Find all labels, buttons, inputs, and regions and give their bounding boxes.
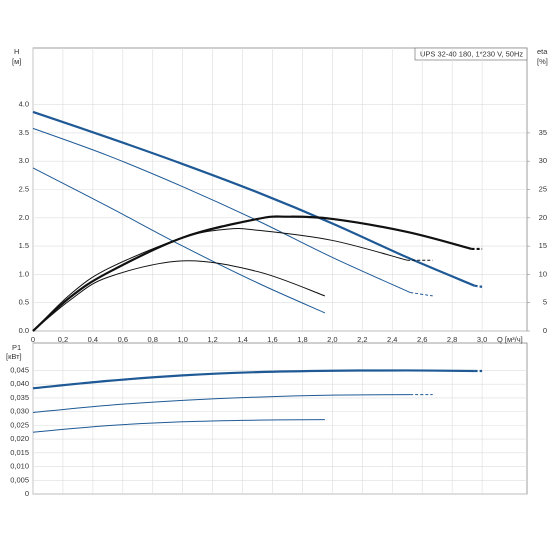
x-tick-label: 1,0 <box>177 335 187 344</box>
x-tick-label: 2,2 <box>357 335 367 344</box>
y-tick-label: 0,040 <box>10 379 29 388</box>
curve <box>32 127 411 293</box>
x-tick-label: 1,4 <box>237 335 247 344</box>
x-tick-label: 0,4 <box>88 335 98 344</box>
y-tick-label: 1.5 <box>19 241 29 250</box>
x-tick-label: 2,6 <box>417 335 427 344</box>
x-tick-label: 2,4 <box>387 335 397 344</box>
y2-axis-unit: [%] <box>537 57 548 66</box>
curve <box>32 110 476 287</box>
y2-tick-label: 15 <box>539 241 547 250</box>
y-tick-label: 2.0 <box>19 213 29 222</box>
y-tick-label: 0.0 <box>19 326 29 335</box>
x-tick-label: 0,8 <box>148 335 158 344</box>
curve <box>32 167 326 314</box>
y2-tick-label: 35 <box>539 128 547 137</box>
curve <box>32 394 411 413</box>
y2-tick-label: 10 <box>539 269 547 278</box>
curve <box>32 215 472 332</box>
title-box <box>414 47 528 61</box>
curve <box>32 369 475 390</box>
y-tick-label: 3.5 <box>19 128 29 137</box>
curve <box>474 284 483 288</box>
y-axis-label: P1 <box>12 343 21 352</box>
y2-axis-label: eta <box>537 47 548 56</box>
chart-title: UPS 32-40 180, 1*230 V, 50Hz <box>420 49 523 58</box>
y-tick-label: 2.5 <box>19 184 29 193</box>
y-tick-label: 0,030 <box>10 407 29 416</box>
y-tick-label: 4.0 <box>19 100 29 109</box>
y-axis-unit: [м] <box>12 57 21 66</box>
x-tick-label: 2,8 <box>447 335 457 344</box>
x-tick-label: 0 <box>31 335 35 344</box>
y-tick-label: 0,010 <box>10 462 29 471</box>
y-tick-label: 0,025 <box>10 420 29 429</box>
x-tick-label: 2,0 <box>327 335 337 344</box>
y-tick-label: 3.0 <box>19 156 29 165</box>
x-tick-label: 0,2 <box>58 335 68 344</box>
y-axis-unit: [кВт] <box>6 352 22 361</box>
curve <box>32 260 326 332</box>
x-tick-label: 1,8 <box>297 335 307 344</box>
y-tick-label: 0,005 <box>10 475 29 484</box>
y2-tick-label: 25 <box>539 184 547 193</box>
y-tick-label: 0.5 <box>19 298 29 307</box>
y-axis-label: H <box>14 47 19 56</box>
y-tick-label: 0,015 <box>10 448 29 457</box>
x-tick-label: 3,0 <box>477 335 487 344</box>
curve <box>32 419 325 433</box>
x-axis-label: Q [м³/ч] <box>497 335 523 344</box>
y-tick-label: 0,020 <box>10 434 29 443</box>
y2-tick-label: 20 <box>539 213 547 222</box>
x-tick-label: 1,6 <box>267 335 277 344</box>
curve <box>32 227 408 332</box>
curve <box>410 292 433 297</box>
y-tick-label: 0 <box>25 489 29 498</box>
x-tick-label: 0,6 <box>118 335 128 344</box>
y2-tick-label: 5 <box>543 298 547 307</box>
y-tick-label: 0,035 <box>10 393 29 402</box>
y2-tick-label: 30 <box>539 156 547 165</box>
y-tick-label: 1.0 <box>19 269 29 278</box>
y-tick-label: 0,045 <box>10 365 29 374</box>
x-tick-label: 1,2 <box>207 335 217 344</box>
y2-tick-label: 0 <box>543 326 547 335</box>
